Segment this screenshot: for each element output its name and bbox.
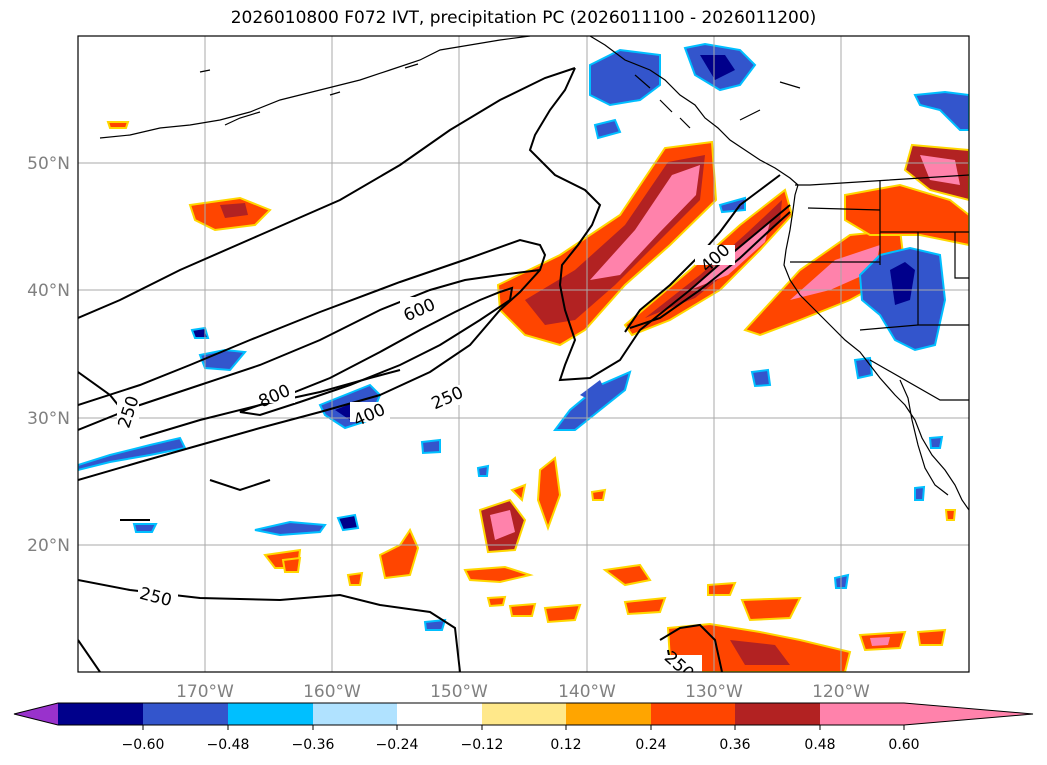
colorbar-segment (228, 703, 313, 725)
colorbar-segment (58, 703, 143, 725)
colorbar-extend-low (14, 703, 58, 725)
colorbar-segment (651, 703, 735, 725)
colorbar: −0.60 −0.48 −0.36 −0.24 −0.12 0.12 0.24 … (13, 702, 1034, 753)
colorbar-segment (313, 703, 397, 725)
lat-label: 50°N (27, 154, 70, 174)
colorbar-tick: −0.24 (376, 737, 419, 753)
colorbar-segment (482, 703, 566, 725)
map-title: 2026010800 F072 IVT, precipitation PC (2… (230, 8, 817, 28)
colorbar-segment (143, 703, 228, 725)
longitude-labels: 170°W 160°W 150°W 140°W 130°W 120°W (176, 682, 870, 702)
lat-label: 40°N (27, 281, 70, 301)
colorbar-tick: −0.60 (122, 737, 165, 753)
lon-label: 170°W (176, 682, 234, 702)
lon-label: 150°W (430, 682, 488, 702)
colorbar-segment (735, 703, 820, 725)
lat-label: 30°N (27, 409, 70, 429)
map-gridlines (78, 36, 969, 672)
map-frame (77, 35, 970, 673)
lon-label: 140°W (558, 682, 616, 702)
colorbar-segment (397, 703, 482, 725)
colorbar-tick: 0.36 (719, 737, 750, 753)
colorbar-tick: 0.60 (888, 737, 919, 753)
colorbar-tick: 0.12 (550, 737, 581, 753)
lon-label: 120°W (812, 682, 870, 702)
colorbar-tick: −0.48 (207, 737, 250, 753)
lon-label: 160°W (303, 682, 361, 702)
coastlines (99, 36, 969, 511)
latitude-labels: 50°N 40°N 30°N 20°N (27, 154, 70, 556)
colorbar-tick: −0.36 (292, 737, 335, 753)
ivt-contour-labels: 800 600 400 250 250 400 250 250 (114, 240, 735, 672)
colorbar-segment (820, 703, 904, 725)
colorbar-tick: −0.12 (461, 737, 504, 753)
colorbar-tick: 0.48 (804, 737, 835, 753)
lat-label: 20°N (27, 536, 70, 556)
lon-label: 130°W (685, 682, 743, 702)
colorbar-segment (566, 703, 651, 725)
colorbar-extend-high (904, 703, 1033, 725)
colorbar-tick: 0.24 (635, 737, 666, 753)
